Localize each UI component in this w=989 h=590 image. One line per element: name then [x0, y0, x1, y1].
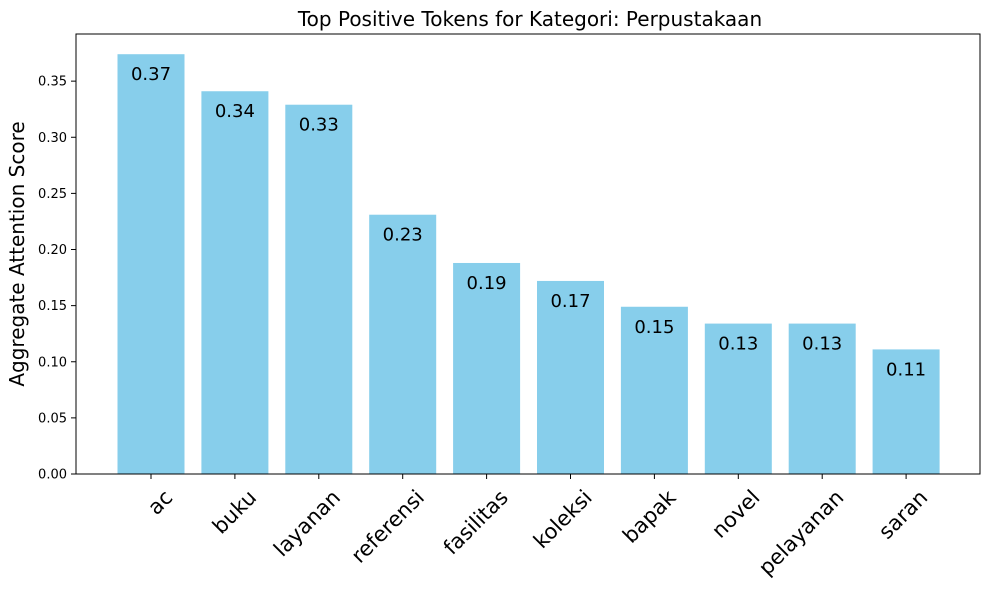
- bar-value-label: 0.11: [886, 359, 926, 380]
- x-tick-label: koleksi: [529, 485, 597, 553]
- bar-value-label: 0.13: [802, 334, 842, 355]
- y-tick-label: 0.15: [38, 299, 67, 314]
- bar-value-label: 0.13: [718, 334, 758, 355]
- x-tick-label: bapak: [618, 485, 681, 548]
- y-tick-label: 0.35: [38, 75, 67, 90]
- bar: [201, 91, 269, 474]
- y-axis-label: Aggregate Attention Score: [5, 121, 29, 386]
- bar-value-label: 0.15: [634, 317, 674, 338]
- plot-frame: [75, 33, 981, 475]
- y-tick-label: 0.30: [38, 131, 67, 146]
- bars-group: 0.37 0.34 0.33 0.23 0.19 0.17 0.15 0.13 0.13 0.11: [117, 54, 940, 475]
- bar: [285, 104, 353, 474]
- bar: [620, 306, 688, 474]
- y-tick-label: 0.00: [38, 468, 67, 483]
- chart-title: Top Positive Tokens for Kategori: Perpus…: [297, 7, 762, 31]
- bar: [788, 323, 856, 474]
- y-tick-label: 0.25: [38, 187, 67, 202]
- bar-value-label: 0.19: [467, 273, 507, 294]
- bar-value-label: 0.37: [131, 64, 171, 85]
- y-tick-label: 0.20: [38, 243, 67, 258]
- bar: [117, 54, 185, 475]
- x-tick-label: saran: [874, 485, 932, 543]
- x-tick-label: buku: [208, 485, 261, 538]
- x-tick-label: ac: [143, 485, 177, 519]
- x-tick-label: novel: [707, 485, 765, 543]
- bar: [369, 214, 437, 474]
- bar-value-label: 0.34: [215, 101, 255, 122]
- x-tick-label: referensi: [347, 485, 429, 567]
- x-tick-label: pelayanan: [754, 485, 849, 580]
- bar: [453, 262, 521, 474]
- bar: [704, 323, 772, 474]
- bar: [872, 349, 940, 474]
- bar-value-label: 0.23: [383, 225, 423, 246]
- x-tick-label: layanan: [269, 485, 345, 561]
- bar-value-label: 0.33: [299, 115, 339, 136]
- y-tick-label: 0.05: [38, 411, 67, 426]
- y-tick-label: 0.10: [38, 355, 67, 370]
- bar: [537, 280, 604, 474]
- x-tick-label: fasilitas: [439, 485, 513, 559]
- bar-value-label: 0.17: [550, 291, 590, 312]
